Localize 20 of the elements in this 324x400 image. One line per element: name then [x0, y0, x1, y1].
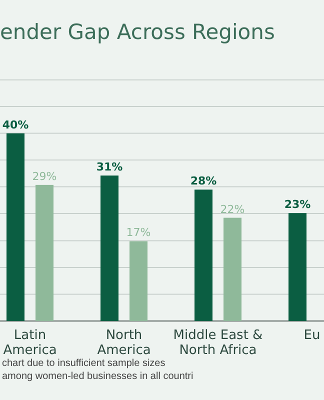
- data-label: 17%: [126, 226, 151, 240]
- data-label: 31%: [96, 160, 123, 174]
- bar: [288, 213, 306, 321]
- x-tick-label: Eu: [304, 328, 320, 343]
- bar: [194, 190, 212, 321]
- chart-title: ender Gap Across Regions: [0, 20, 275, 44]
- text: chart due to insufficient sample sizes among women-led businesses in all countri: [2, 358, 194, 382]
- x-tick-label: Middle East & North Africa: [173, 328, 263, 358]
- x-tick-label: North America: [97, 328, 151, 358]
- bar: [6, 133, 24, 321]
- data-label: 28%: [190, 174, 217, 188]
- data-label: 29%: [32, 170, 57, 183]
- bar: [100, 176, 118, 321]
- bar: [130, 241, 148, 321]
- x-tick-label: Latin America: [3, 328, 57, 358]
- data-label: 23%: [284, 198, 311, 212]
- bar: [224, 218, 242, 321]
- bar: [36, 184, 54, 321]
- data-label: 22%: [220, 202, 245, 216]
- data-label: 40%: [2, 118, 29, 132]
